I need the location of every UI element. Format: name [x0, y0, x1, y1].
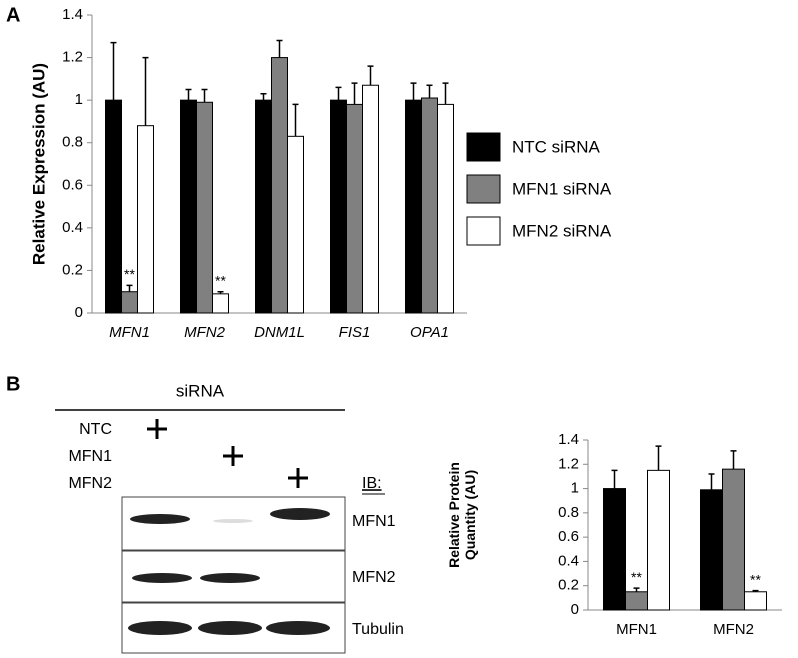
y-tick-label: 0.4 [62, 219, 83, 236]
band-label: Tubulin [352, 621, 404, 638]
bar [180, 99, 197, 314]
bar [121, 291, 138, 314]
blot-header: siRNA [176, 381, 225, 400]
blot-bands [128, 508, 330, 635]
x-tick-label: OPA1 [410, 324, 449, 341]
bar [330, 99, 347, 314]
error-bar [217, 290, 224, 294]
bar [105, 99, 122, 314]
bar [437, 103, 454, 314]
error-bar [730, 450, 737, 470]
error-bar [633, 587, 640, 592]
error-bar [201, 88, 208, 103]
error-bar [426, 84, 433, 99]
bar [287, 135, 304, 314]
legend-label: MFN1 siRNA [512, 179, 612, 198]
panel-label: B [6, 373, 20, 395]
annotation: ** [215, 272, 226, 288]
error-bar [410, 82, 417, 101]
y-axis-label: Relative Expression (AU) [29, 63, 48, 265]
bar [405, 99, 422, 314]
condition-label: NTC [79, 421, 112, 438]
condition-label: MFN2 [68, 475, 112, 492]
error-bar [185, 88, 192, 101]
bar [744, 591, 767, 611]
bar [137, 125, 154, 314]
error-bar [126, 284, 133, 292]
plus-signs [147, 419, 308, 488]
bar [603, 488, 626, 611]
bar [212, 293, 229, 314]
legend-label: MFN2 siRNA [512, 221, 612, 240]
error-bar [655, 445, 662, 471]
condition-label: MFN1 [68, 448, 112, 465]
y-tick-label: 1.4 [62, 6, 83, 23]
y-tick-label: 0.8 [558, 504, 579, 521]
y-tick-label: 0.2 [558, 577, 579, 594]
x-tick-label: MFN1 [109, 324, 150, 341]
x-tick-label: MFN2 [184, 324, 225, 341]
x-tick-label: DNM1L [254, 324, 305, 341]
x-tick-label: MFN1 [616, 621, 657, 638]
annotation: ** [124, 266, 135, 282]
legend-label: NTC siRNA [512, 137, 600, 156]
band-label: MFN1 [352, 513, 396, 530]
bar [255, 99, 272, 314]
y-tick-label: 0.6 [62, 176, 83, 193]
bar [647, 469, 670, 611]
legend-swatch [466, 174, 501, 204]
y-tick-label: 0.6 [558, 528, 579, 545]
bar [362, 84, 379, 314]
y-tick-label: 0 [75, 304, 83, 321]
panel-label: A [6, 4, 20, 26]
error-bar [752, 589, 759, 592]
y-tick-label: 1 [571, 480, 579, 497]
error-bar [442, 82, 449, 105]
bar [700, 489, 723, 611]
y-axis-label: Relative Protein Quantity (AU) [446, 462, 478, 568]
error-bar [351, 82, 358, 105]
error-bar [260, 93, 267, 101]
y-tick-label: 1.2 [62, 49, 83, 66]
y-tick-label: 0 [571, 601, 579, 618]
bar [722, 468, 745, 611]
annotation: ** [631, 569, 642, 585]
error-bar [367, 65, 374, 86]
error-bar [335, 86, 342, 101]
y-tick-label: 0.2 [62, 261, 83, 278]
error-bar [708, 473, 715, 490]
legend-swatch [466, 216, 501, 246]
band-label: MFN2 [352, 569, 396, 586]
x-tick-label: FIS1 [339, 324, 371, 341]
bar [625, 591, 648, 611]
bar [271, 57, 288, 314]
x-tick-label: MFN2 [713, 621, 754, 638]
y-tick-label: 0.8 [62, 134, 83, 151]
error-bar [292, 103, 299, 137]
error-bar [611, 469, 618, 489]
error-bar [142, 56, 149, 126]
y-tick-label: 1.4 [558, 431, 579, 448]
y-tick-label: 0.4 [558, 552, 579, 569]
bar [196, 101, 213, 314]
bar [346, 103, 363, 314]
legend-swatch [466, 132, 501, 162]
ib-label: IB: [362, 475, 382, 492]
error-bar [276, 39, 283, 58]
y-tick-label: 1.2 [558, 455, 579, 472]
bar [421, 97, 438, 314]
error-bar [110, 41, 117, 101]
y-tick-label: 1 [75, 91, 83, 108]
annotation: ** [750, 571, 761, 587]
